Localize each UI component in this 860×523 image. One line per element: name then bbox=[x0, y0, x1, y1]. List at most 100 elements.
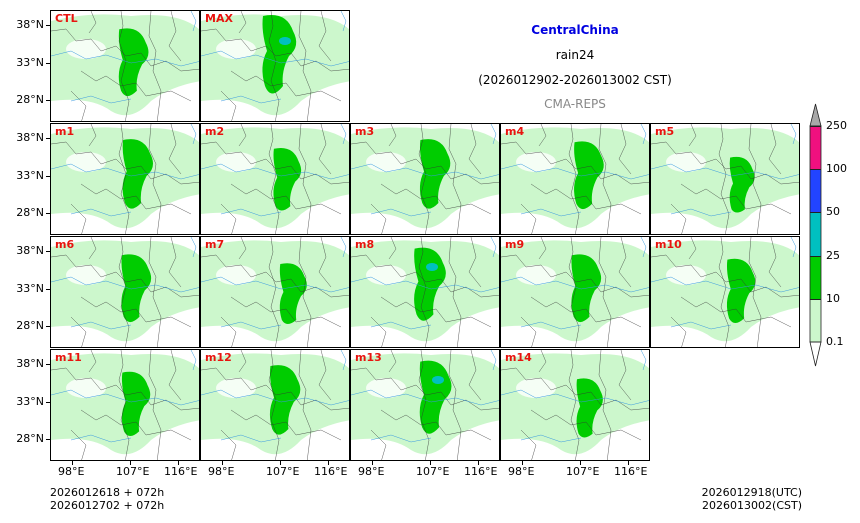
colorbar-segment bbox=[810, 126, 821, 170]
dry-area bbox=[666, 265, 706, 285]
map-panel-m8: m8 bbox=[350, 236, 500, 348]
dry-area bbox=[216, 265, 256, 285]
province-borders bbox=[51, 237, 199, 347]
init-cst: 2026012702 + 072h bbox=[50, 499, 165, 512]
dry-area bbox=[451, 204, 499, 234]
province-borders bbox=[51, 11, 199, 121]
panel-label: m10 bbox=[655, 238, 682, 251]
rainfall-map bbox=[651, 237, 799, 347]
x-tick-mark bbox=[580, 461, 581, 465]
colorbar-segment bbox=[810, 169, 821, 213]
rivers bbox=[201, 350, 349, 443]
moderate-rain-area bbox=[726, 258, 756, 324]
y-tick-label: 33°N bbox=[16, 282, 44, 295]
province-borders bbox=[651, 237, 799, 347]
dry-area bbox=[151, 317, 199, 347]
map-panel-m7: m7 bbox=[200, 236, 350, 348]
y-tick-mark bbox=[46, 289, 50, 290]
colorbar-label: 50 bbox=[826, 205, 840, 219]
colorbar-extensions bbox=[809, 103, 822, 367]
moderate-rain-area bbox=[273, 147, 302, 211]
dry-area bbox=[751, 204, 799, 234]
moderate-rain-area bbox=[419, 139, 451, 209]
colorbar-label: 0.1 bbox=[826, 335, 844, 348]
rainfall-map bbox=[501, 237, 649, 347]
map-panel-m4: m4 bbox=[500, 123, 650, 235]
y-tick-mark bbox=[46, 100, 50, 101]
x-tick-label: 107°E bbox=[266, 465, 300, 478]
province-borders bbox=[201, 11, 349, 121]
x-tick-mark bbox=[522, 461, 523, 465]
x-tick-label: 107°E bbox=[116, 465, 150, 478]
panel-label: m14 bbox=[505, 351, 532, 364]
moderate-rain-area bbox=[269, 365, 301, 435]
map-panel-m6: m6 bbox=[50, 236, 200, 348]
province-borders bbox=[351, 350, 499, 460]
x-tick-mark bbox=[280, 461, 281, 465]
region-title: CentralChina bbox=[531, 23, 619, 37]
dry-area bbox=[216, 378, 256, 398]
dry-area bbox=[516, 152, 556, 172]
rainfall-map bbox=[651, 124, 799, 234]
x-tick-label: 116°E bbox=[464, 465, 498, 478]
rainfall-map bbox=[351, 350, 499, 460]
y-tick-label: 38°N bbox=[16, 18, 44, 31]
dry-area bbox=[151, 91, 199, 121]
x-tick-mark bbox=[328, 461, 329, 465]
panel-label: m6 bbox=[55, 238, 75, 251]
map-panel-m3: m3 bbox=[350, 123, 500, 235]
x-tick-mark bbox=[372, 461, 373, 465]
x-tick-label: 98°E bbox=[208, 465, 235, 478]
province-borders bbox=[501, 124, 649, 234]
heavy-rain-area bbox=[426, 263, 438, 271]
panel-label: CTL bbox=[55, 12, 78, 25]
rivers bbox=[351, 350, 499, 443]
dry-area bbox=[366, 152, 406, 172]
rainfall-map bbox=[501, 350, 649, 460]
map-panel-m11: m11 bbox=[50, 349, 200, 461]
panel-label: m8 bbox=[355, 238, 375, 251]
map-panel-m13: m13 bbox=[350, 349, 500, 461]
rivers bbox=[651, 124, 799, 217]
y-tick-label: 28°N bbox=[16, 319, 44, 332]
panel-label: m7 bbox=[205, 238, 225, 251]
map-panel-ctl: CTL bbox=[50, 10, 200, 122]
dry-area bbox=[451, 430, 499, 460]
colorbar-label: 25 bbox=[826, 248, 840, 262]
y-tick-label: 28°N bbox=[16, 93, 44, 106]
rivers bbox=[351, 237, 499, 330]
panel-label: m11 bbox=[55, 351, 82, 364]
province-borders bbox=[51, 350, 199, 460]
y-tick-mark bbox=[46, 63, 50, 64]
map-panel-m14: m14 bbox=[500, 349, 650, 461]
y-tick-label: 28°N bbox=[16, 206, 44, 219]
init-time: 2026012618 + 072h 2026012702 + 072h bbox=[50, 486, 164, 512]
x-tick-label: 98°E bbox=[58, 465, 85, 478]
dry-area bbox=[216, 152, 256, 172]
panel-label: m1 bbox=[55, 125, 75, 138]
x-tick-label: 98°E bbox=[358, 465, 385, 478]
heavy-rain-area bbox=[279, 37, 291, 45]
x-tick-label: 98°E bbox=[508, 465, 535, 478]
panel-label: MAX bbox=[205, 12, 233, 25]
variable-title: rain24 bbox=[555, 48, 595, 62]
colorbar-label: 250 bbox=[826, 119, 847, 132]
y-tick-label: 28°N bbox=[16, 432, 44, 445]
dry-area bbox=[601, 317, 649, 347]
rivers bbox=[201, 237, 349, 330]
rainfall-map bbox=[201, 11, 349, 121]
y-tick-label: 33°N bbox=[16, 56, 44, 69]
map-panel-m1: m1 bbox=[50, 123, 200, 235]
province-borders bbox=[651, 124, 799, 234]
x-tick-label: 116°E bbox=[164, 465, 198, 478]
dry-area bbox=[301, 430, 349, 460]
dry-area bbox=[366, 378, 406, 398]
y-tick-mark bbox=[46, 439, 50, 440]
province-borders bbox=[351, 124, 499, 234]
rivers bbox=[201, 11, 349, 104]
moderate-rain-area bbox=[118, 28, 149, 97]
panel-label: m5 bbox=[655, 125, 675, 138]
y-tick-label: 38°N bbox=[16, 357, 44, 370]
dry-area bbox=[451, 317, 499, 347]
